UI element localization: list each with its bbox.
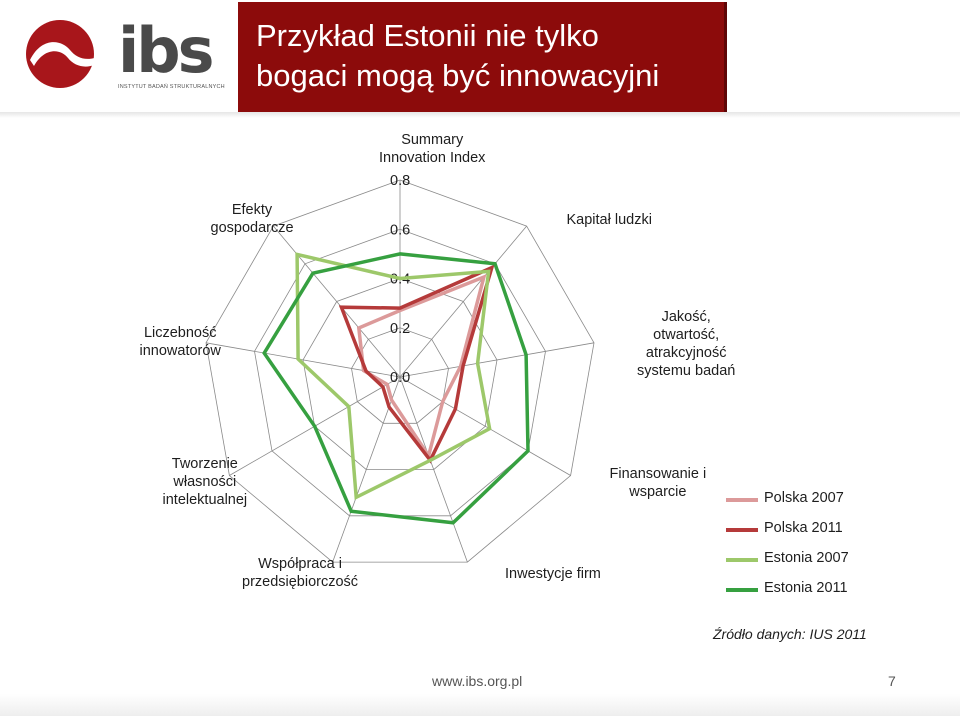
- header-shadow: [0, 112, 960, 118]
- axis-label-line: Liczebność: [143, 325, 217, 341]
- axis-label: Liczebność innowatorów: [140, 324, 221, 360]
- axis-label-line: Kapitał ludzki: [566, 212, 652, 228]
- title-right-panel: [728, 2, 960, 114]
- logo-text: ibs: [118, 14, 215, 87]
- series-polska-2011: [338, 264, 495, 464]
- axis-label: Współpraca i przedsiębiorczość: [242, 555, 358, 591]
- axis-label-line: intelektualnej: [162, 492, 248, 508]
- axis-label-line: Jakość,: [661, 309, 711, 325]
- source-note: Źródło danych: IUS 2011: [713, 626, 867, 642]
- legend-label: Polska 2011: [764, 520, 843, 536]
- legend-swatch: [726, 498, 758, 502]
- r-tick-label: 0.0: [390, 370, 410, 386]
- axis-label: Inwestycje firm: [505, 565, 601, 583]
- grid-spoke: [399, 342, 595, 378]
- legend-swatch: [726, 558, 758, 562]
- series-estonia-2007: [295, 252, 492, 501]
- axis-label-line: Finansowanie i: [609, 466, 707, 482]
- title-line-1: Przykład Estonii nie tylko: [256, 18, 599, 53]
- axis-label-line: przedsiębiorczość: [242, 574, 359, 590]
- grid-spoke: [399, 225, 527, 378]
- footer-url-link[interactable]: www.ibs.org.pl: [432, 673, 523, 689]
- r-tick-label: 0.2: [390, 321, 410, 337]
- axis-label-line: Współpraca i: [258, 556, 342, 572]
- grid-spoke: [399, 376, 468, 563]
- legend-label: Estonia 2007: [764, 550, 849, 566]
- axis-label-line: atrakcyjność: [645, 345, 727, 361]
- grid-spoke: [273, 225, 401, 378]
- legend-swatch: [726, 528, 758, 532]
- axis-label: Tworzenie własności intelektualnej: [163, 455, 248, 509]
- page-number: 7: [888, 673, 896, 689]
- ibs-logo[interactable]: ibs INSTYTUT BADAŃ STRUKTURALNYCH: [0, 0, 236, 118]
- axis-label-line: Efekty: [231, 202, 273, 218]
- axis-label-line: Summary: [401, 132, 464, 148]
- page-title: Przykład Estonii nie tylko bogaci mogą b…: [256, 16, 716, 96]
- r-tick-label: 0.8: [390, 173, 410, 189]
- radar-series: [262, 252, 530, 525]
- axis-label: Efekty gospodarcze: [211, 201, 294, 237]
- axis-label-line: Inwestycje firm: [505, 566, 601, 582]
- axis-label-line: własności: [173, 474, 237, 490]
- grid-ring: [205, 179, 595, 563]
- logo-swirl-icon: [26, 20, 104, 88]
- axis-label: Finansowanie i wsparcie: [610, 465, 707, 501]
- axis-label: Jakość, otwartość, atrakcyjność systemu bad…: [637, 308, 735, 380]
- series-polska-2007: [356, 274, 487, 460]
- axis-label-line: gospodarcze: [210, 220, 294, 236]
- axis-label-line: Tworzenie: [171, 456, 238, 472]
- grid-spoke: [205, 342, 401, 378]
- r-tick-label: 0.6: [390, 222, 410, 238]
- header-band: ibs INSTYTUT BADAŃ STRUKTURALNYCH Przykł…: [0, 0, 960, 118]
- legend-swatch: [726, 588, 758, 592]
- radar-chart: 0.00.20.40.60.8: [205, 173, 595, 563]
- series-estonia-2011: [262, 252, 530, 525]
- axis-label-line: otwartość,: [653, 327, 720, 343]
- axis-label-line: innowatorów: [139, 343, 221, 359]
- footer-band: [0, 694, 960, 716]
- title-line-2: bogaci mogą być innowacyjni: [256, 58, 660, 93]
- axis-label: Summary Innovation Index: [379, 131, 485, 167]
- title-box: Przykład Estonii nie tylko bogaci mogą b…: [238, 2, 727, 114]
- axis-label-line: systemu badań: [637, 363, 736, 379]
- legend-label: Estonia 2011: [764, 580, 848, 596]
- logo-subtitle: INSTYTUT BADAŃ STRUKTURALNYCH: [118, 84, 225, 90]
- axis-label-line: wsparcie: [629, 484, 687, 500]
- radar-tick-labels: 0.00.20.40.60.8: [390, 173, 410, 386]
- grid-spoke: [399, 376, 571, 476]
- legend-label: Polska 2007: [764, 490, 844, 506]
- axis-label: Kapitał ludzki: [567, 211, 652, 229]
- axis-label-line: Innovation Index: [379, 150, 486, 166]
